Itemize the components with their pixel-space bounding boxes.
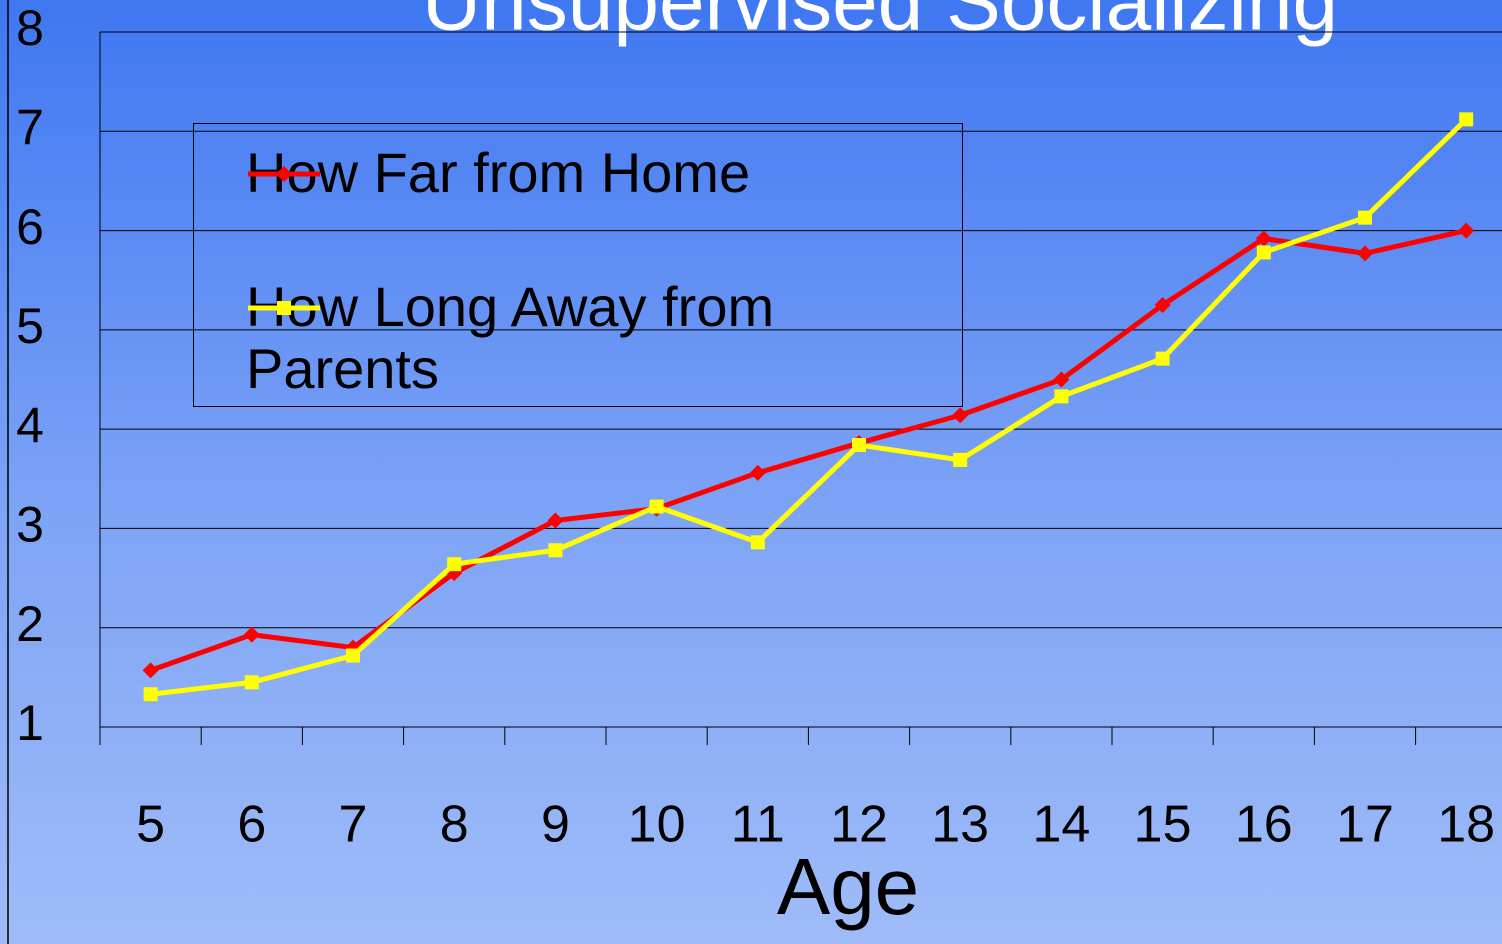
x-tick-label: 6 [237, 796, 266, 854]
marker [1358, 210, 1372, 225]
y-tick-label: 4 [16, 397, 44, 453]
y-tick-label: 5 [16, 298, 44, 354]
y-tick-label: 6 [16, 199, 44, 255]
x-tick-label: 7 [339, 796, 368, 854]
marker [1054, 389, 1069, 404]
marker [277, 301, 291, 315]
x-tick-label: 5 [136, 796, 165, 854]
legend-symbol [248, 301, 320, 315]
x-tick-label: 13 [931, 796, 989, 854]
marker [346, 648, 360, 663]
y-tick-label: 1 [16, 695, 44, 751]
marker [953, 452, 968, 467]
marker [1255, 230, 1272, 247]
y-tick-label: 3 [16, 497, 44, 553]
marker [1357, 245, 1373, 262]
legend-symbol [248, 166, 320, 182]
x-tick-label: 8 [440, 796, 469, 854]
x-tick-label: 15 [1134, 796, 1192, 854]
legend-label: How Far from Home [246, 141, 751, 204]
marker [649, 499, 664, 514]
legend: How Far from Home How Long Away from Pare… [193, 123, 963, 407]
marker [1458, 222, 1475, 239]
x-tick-label: 9 [541, 796, 570, 854]
x-tick-label: 14 [1032, 796, 1090, 854]
x-tick-label: 16 [1235, 796, 1293, 854]
y-tick-label: 2 [16, 596, 44, 652]
legend-item: How Far from Home [246, 142, 866, 204]
marker [1256, 245, 1271, 260]
marker [1154, 297, 1171, 314]
x-tick-label: 17 [1336, 796, 1394, 854]
marker [276, 166, 292, 182]
marker [1459, 112, 1474, 127]
marker [1155, 351, 1170, 366]
y-tick-label: 8 [16, 0, 44, 56]
marker [243, 626, 260, 643]
marker [852, 438, 866, 453]
legend-item: How Long Away from Parents [246, 276, 866, 400]
legend-label: How Long Away from Parents [246, 275, 775, 400]
marker [143, 687, 158, 702]
x-tick-label: 18 [1437, 796, 1495, 854]
x-tick-label: 11 [731, 796, 785, 854]
y-tick-label: 7 [16, 99, 44, 155]
series-line [149, 228, 1467, 673]
series-line [150, 117, 1468, 697]
marker [447, 557, 462, 572]
marker [244, 675, 259, 690]
marker [750, 535, 765, 550]
marker [952, 407, 969, 424]
marker [749, 464, 766, 481]
marker [547, 512, 564, 529]
x-axis-label: Age [777, 842, 919, 931]
x-tick-label: 10 [628, 796, 686, 854]
x-tick-label: 12 [830, 796, 888, 854]
chart-title: Unsupervised Socializing [422, 0, 1338, 48]
marker [142, 662, 159, 679]
marker [1053, 371, 1070, 388]
marker [548, 543, 563, 558]
